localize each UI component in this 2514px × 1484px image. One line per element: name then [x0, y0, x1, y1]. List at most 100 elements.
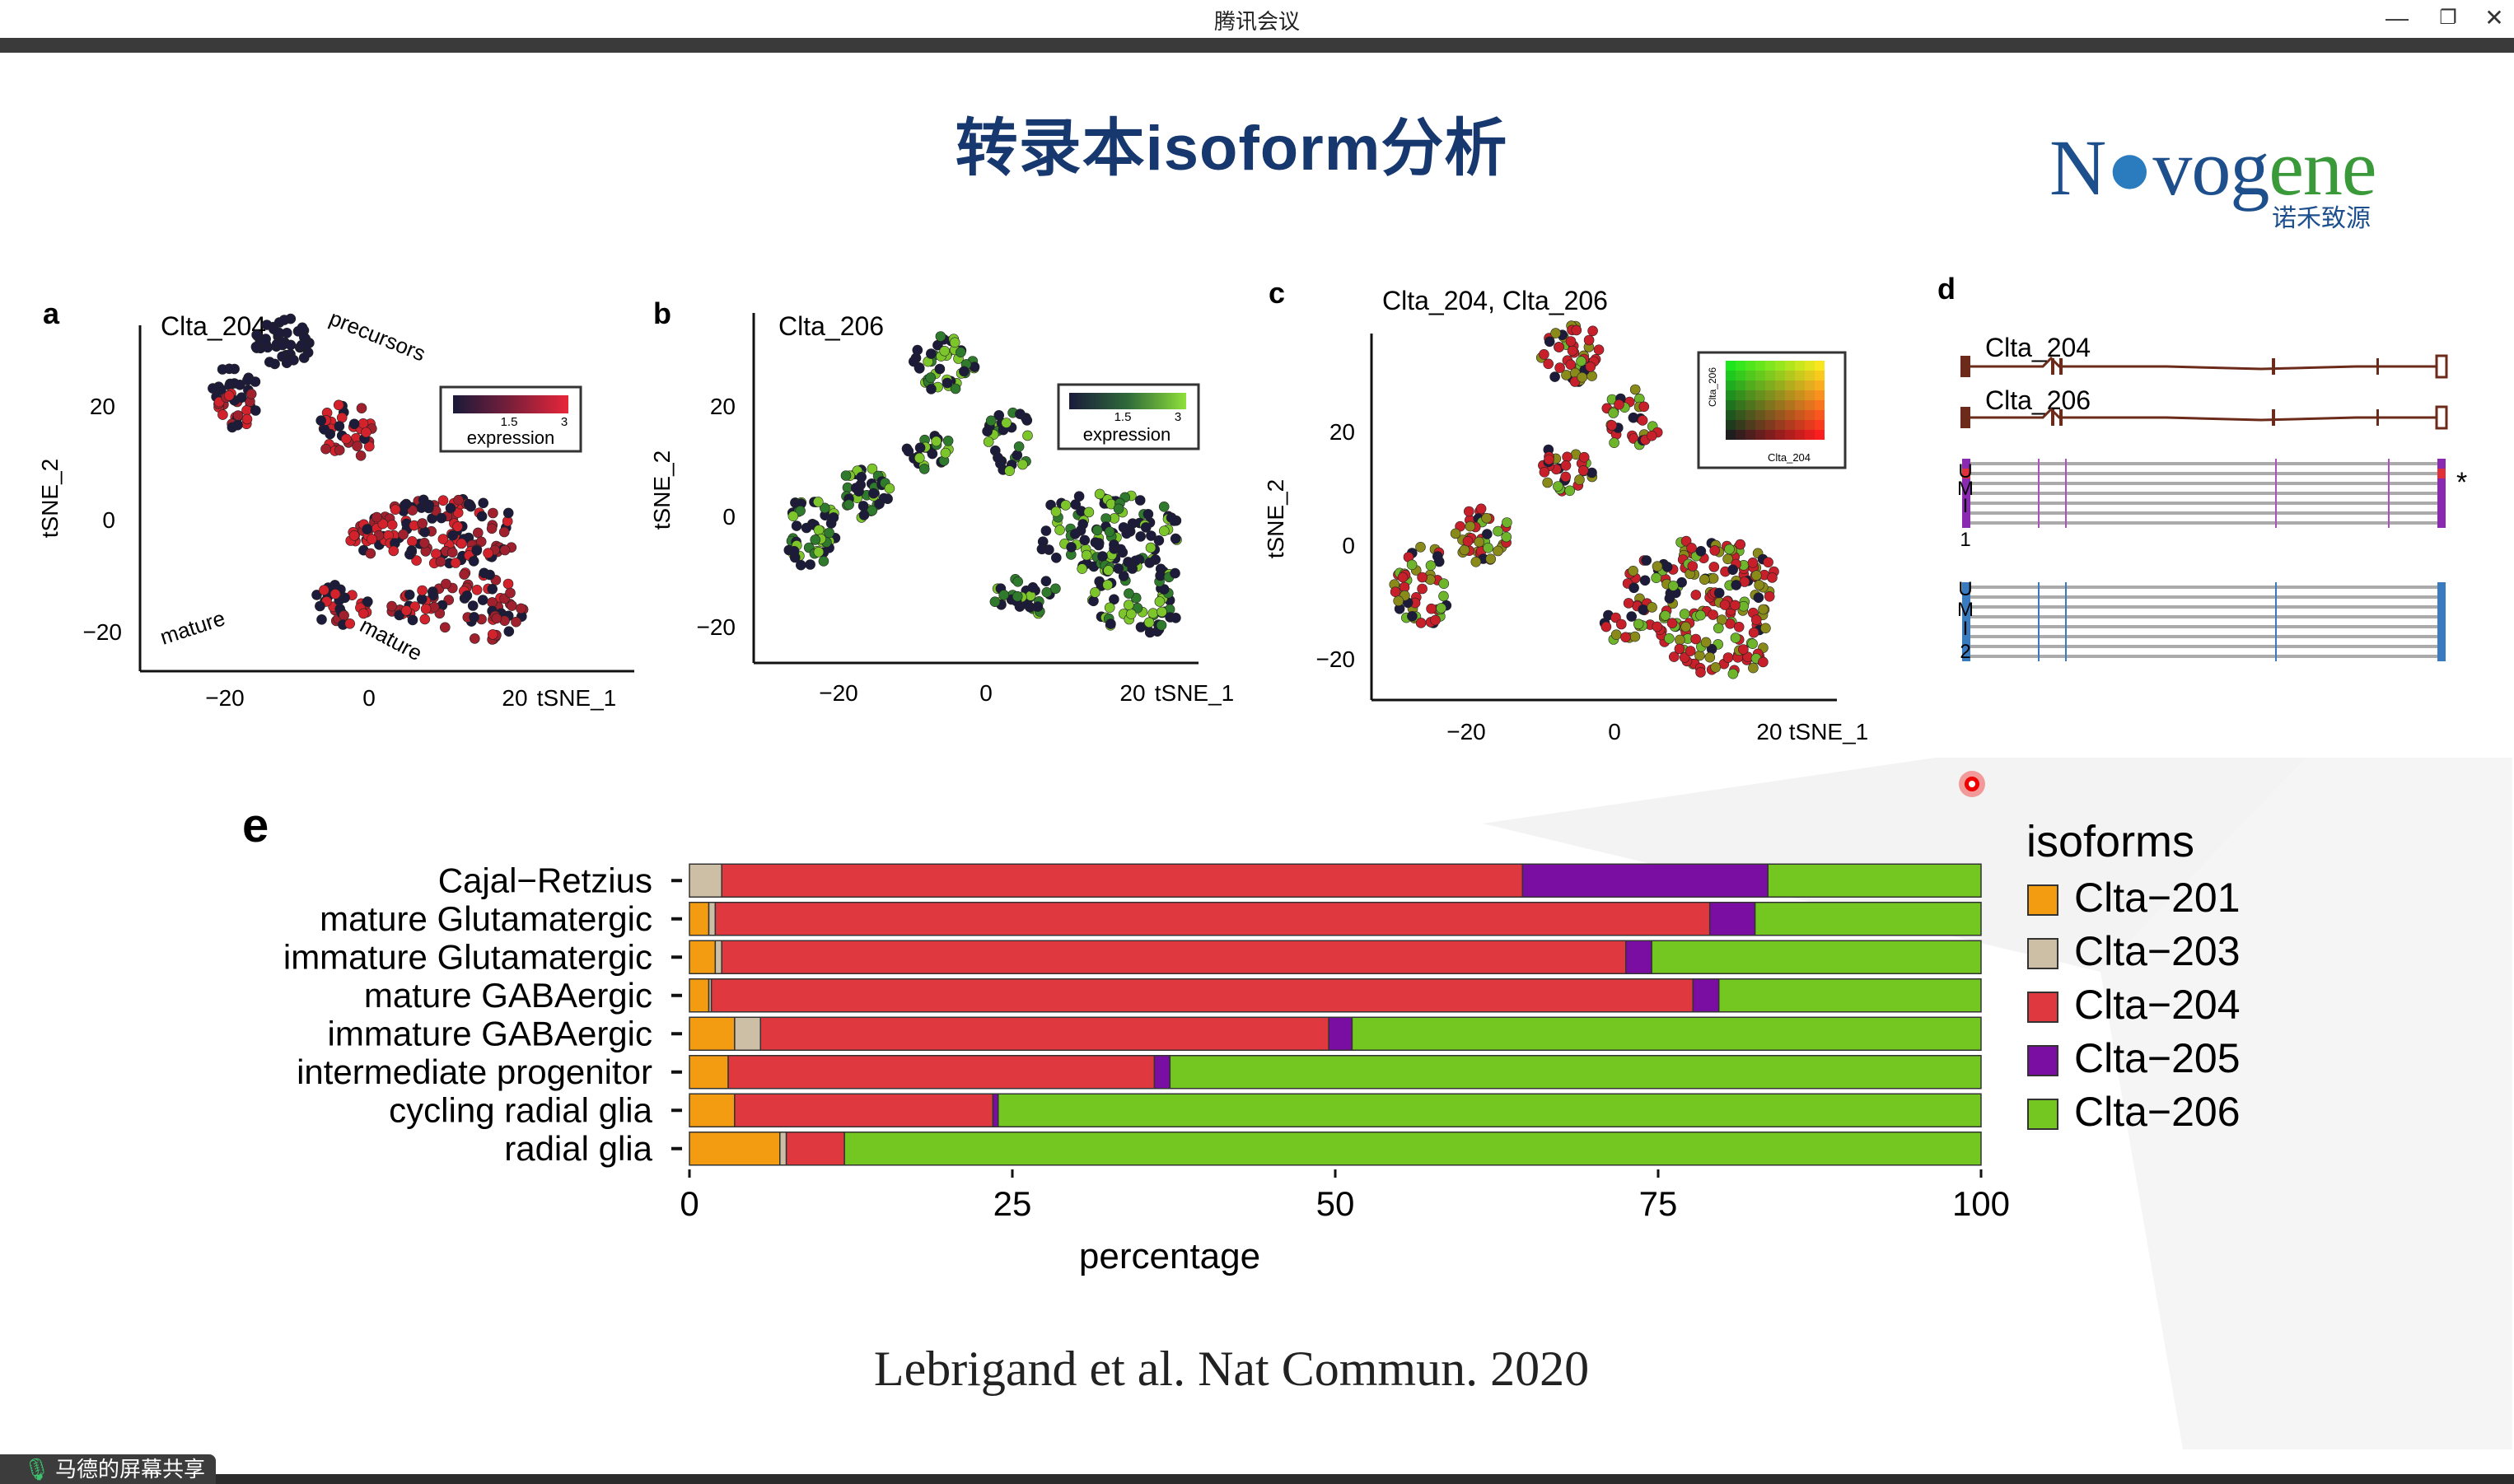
panel-b-ylabel: tSNE_2 — [649, 450, 675, 530]
legend-cell — [1785, 371, 1795, 380]
category-label: intermediate progenitor — [297, 1052, 652, 1091]
scatter-point — [348, 418, 360, 430]
scatter-point — [1037, 536, 1049, 548]
scatter-point — [787, 511, 799, 522]
category-label: Cajal−Retzius — [438, 861, 652, 899]
scatter-point — [1170, 567, 1180, 579]
scatter-point — [1609, 437, 1619, 448]
read-block — [1962, 498, 1970, 508]
umi-reads-2 — [1962, 582, 2446, 661]
scatter-point — [1102, 579, 1114, 590]
panel-d: d Clta_204 Clta_206 U M I 1 U M I 2 * — [1937, 272, 2467, 663]
umi-letter: 2 — [1960, 641, 1970, 663]
category-label: immature GABAergic — [328, 1014, 652, 1052]
scatter-point — [319, 585, 329, 595]
scatter-point — [914, 363, 925, 374]
panel-a-xlabel: tSNE_1 — [537, 685, 617, 711]
legend-cell — [1805, 400, 1815, 410]
scatter-point — [357, 418, 369, 429]
microphone-icon[interactable]: 🎙 — [23, 1457, 51, 1482]
scatter-point — [942, 436, 954, 446]
exon — [1960, 356, 1970, 377]
citation: Lebrigand et al. Nat Commun. 2020 — [873, 1342, 1590, 1396]
scatter-point — [1560, 460, 1572, 471]
scatter-point — [828, 512, 839, 523]
scatter-point — [1727, 564, 1738, 576]
scatter-point — [1641, 555, 1652, 566]
legend-cell — [1726, 361, 1736, 371]
scatter-point — [1614, 399, 1624, 410]
legend-cell — [1736, 430, 1745, 440]
scatter-point — [1481, 529, 1493, 539]
legend-entry: Clta−204 — [2074, 982, 2241, 1028]
umi-letter: U — [1958, 460, 1972, 483]
annotation-mature: mature — [157, 605, 228, 650]
x-tick-label: 50 — [1316, 1184, 1355, 1223]
legend-cell — [1795, 400, 1805, 410]
panel-c-ylabel: tSNE_2 — [1263, 479, 1288, 559]
scatter-point — [1758, 656, 1769, 668]
scatter-point — [344, 618, 356, 629]
screen-share-tab[interactable]: 🎙 马德的屏幕共享 — [0, 1454, 216, 1484]
read-block — [2437, 582, 2446, 592]
legend-ylabel: Clta_206 — [1707, 367, 1718, 407]
scatter-point — [232, 419, 243, 431]
legend-cell — [1726, 430, 1736, 440]
close-icon[interactable]: ✕ — [2484, 5, 2504, 30]
scatter-point — [1680, 535, 1692, 547]
scatter-point — [850, 483, 862, 493]
scatter-point — [840, 470, 852, 481]
legend-cell — [1805, 380, 1815, 390]
scatter-point — [488, 507, 498, 519]
scatter-point — [1147, 608, 1159, 619]
scatter-point — [1004, 465, 1015, 476]
scatter-point — [1668, 581, 1679, 591]
legend-cell — [1805, 390, 1815, 400]
scatter-points — [208, 313, 529, 645]
scatter-point — [491, 613, 502, 624]
legend-cell — [1755, 420, 1765, 430]
scatter-point — [357, 608, 369, 619]
laser-pointer — [1959, 771, 1985, 797]
scatter-point — [1549, 371, 1560, 382]
scatter-point — [498, 526, 510, 538]
scatter-point — [467, 600, 479, 611]
bar-segment — [843, 1132, 1982, 1166]
legend-entry: Clta−203 — [2074, 928, 2241, 974]
scatter-point — [1050, 583, 1061, 595]
bar-segment — [785, 1132, 845, 1166]
scatter-point — [1629, 631, 1641, 642]
scatter-point — [1730, 632, 1741, 643]
scatter-point — [1763, 557, 1773, 568]
scatter-point — [404, 548, 415, 560]
minimize-icon[interactable]: — — [2385, 5, 2409, 30]
scatter-point — [1088, 595, 1099, 607]
scatter-point — [1493, 525, 1503, 537]
scatter-point — [912, 344, 923, 356]
umi-letter: I — [1963, 495, 1969, 517]
scatter-point — [1470, 556, 1482, 567]
scatter-point — [1553, 481, 1563, 492]
scatter-point — [1090, 587, 1100, 598]
scatter-point — [1664, 593, 1675, 604]
scatter-point — [813, 525, 825, 535]
legend-cell — [1775, 400, 1785, 410]
scatter-point — [334, 421, 345, 432]
exon — [2272, 409, 2275, 426]
scatter-point — [399, 500, 410, 511]
scatter-point — [319, 424, 330, 435]
scatter-point — [1021, 415, 1033, 426]
legend-cell — [1736, 380, 1745, 390]
scatter-point — [478, 497, 489, 509]
legend-cell — [1775, 410, 1785, 420]
scatter-point — [1407, 610, 1418, 622]
legend-cell — [1785, 400, 1795, 410]
restore-icon[interactable]: ❐ — [2439, 7, 2457, 29]
scatter-point — [377, 518, 389, 530]
panel-b-title: Clta_206 — [778, 311, 884, 341]
scatter-point — [1564, 485, 1576, 497]
xtick: −20 — [1446, 719, 1486, 744]
legend-label: expression — [467, 427, 554, 448]
star-marker: * — [2456, 467, 2467, 498]
